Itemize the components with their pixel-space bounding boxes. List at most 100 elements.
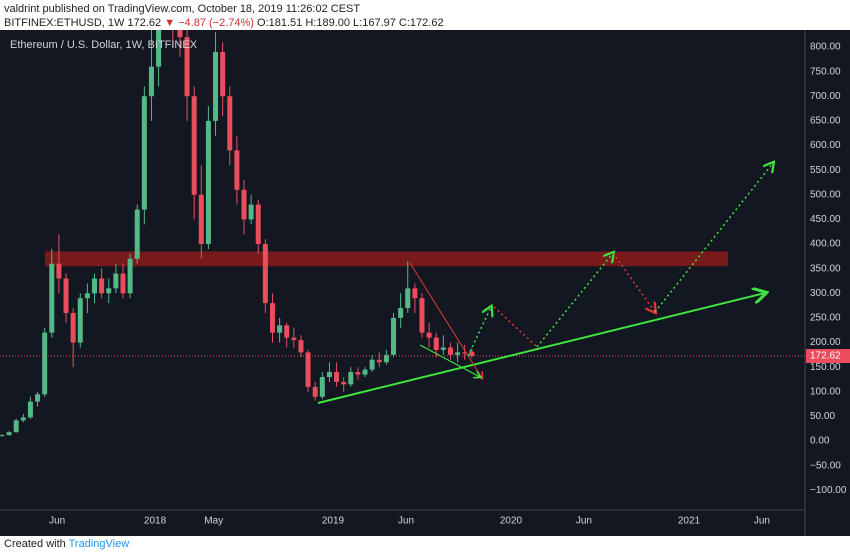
candle-body — [177, 30, 183, 38]
candle-body — [127, 258, 133, 294]
candle-body — [113, 273, 119, 289]
candle-body — [305, 352, 311, 387]
candle-body — [419, 298, 425, 333]
candle-body — [6, 432, 12, 436]
candle-body — [440, 347, 446, 350]
candle-body — [262, 244, 268, 304]
y-tick-label: 750.00 — [810, 66, 841, 77]
candle-body — [248, 204, 254, 220]
y-tick-label: 700.00 — [810, 91, 841, 102]
symbol-line: BITFINEX:ETHUSD, 1W 172.62 ▼ −4.87 (−2.7… — [4, 17, 444, 29]
x-tick-label: 2021 — [678, 516, 701, 527]
chart: Ethereum / U.S. Dollar, 1W, BITFINEX 800… — [0, 0, 850, 536]
y-tick-label: −50.00 — [810, 460, 841, 471]
publisher-text: valdrint published on TradingView.com, O… — [4, 3, 361, 15]
candle-body — [0, 435, 5, 437]
candle-body — [92, 278, 98, 294]
x-tick-label: Jun — [754, 516, 770, 527]
wedge-bottom — [419, 344, 480, 377]
y-tick-label: 100.00 — [810, 386, 841, 397]
ohlc: O:181.51 H:189.00 L:167.97 C:172.62 — [257, 17, 444, 29]
candle-body — [63, 278, 69, 313]
candle-body — [99, 278, 105, 294]
chart-title: Ethereum / U.S. Dollar, 1W, BITFINEX — [10, 39, 198, 51]
wedge-top — [409, 262, 482, 378]
candle-body — [284, 325, 290, 338]
candle-body — [383, 354, 389, 363]
projection-down — [612, 252, 655, 312]
candle-body — [234, 150, 240, 190]
candle-body — [220, 51, 226, 97]
candle-body — [241, 189, 247, 220]
candle-body — [369, 359, 375, 370]
candle-body — [405, 288, 411, 309]
y-tick-label: 250.00 — [810, 313, 841, 324]
candle-body — [462, 352, 468, 354]
y-tick-label: 450.00 — [810, 214, 841, 225]
x-tick-label: 2019 — [322, 516, 345, 527]
candle-body — [348, 372, 354, 385]
candle-body — [355, 372, 361, 375]
candle-body — [49, 263, 55, 333]
candle-body — [391, 317, 397, 355]
candle-body — [426, 332, 432, 338]
candle-body — [35, 394, 41, 402]
candle-body — [84, 293, 90, 299]
brand: TradingView — [68, 538, 130, 550]
background — [0, 30, 850, 536]
projection-up — [536, 253, 613, 348]
candle-body — [298, 340, 304, 353]
x-tick-label: Jun — [398, 516, 414, 527]
symbol: BITFINEX:ETHUSD, 1W — [4, 17, 125, 29]
last-price-label: 172.62 — [810, 351, 841, 362]
candle-body — [255, 204, 261, 245]
y-tick-label: 350.00 — [810, 263, 841, 274]
projection-up — [467, 307, 491, 357]
candle-body — [277, 325, 283, 333]
candle-body — [77, 298, 83, 343]
y-tick-label: 200.00 — [810, 337, 841, 348]
y-tick-label: 800.00 — [810, 42, 841, 53]
y-tick-label: 650.00 — [810, 116, 841, 127]
candle-body — [56, 263, 62, 279]
created: Created with — [4, 538, 66, 550]
y-tick-label: −100.00 — [810, 485, 847, 496]
candle-body — [412, 288, 418, 299]
candle-body — [134, 209, 140, 259]
candle-body — [341, 381, 347, 385]
candle-body — [141, 96, 147, 210]
candle-body — [156, 30, 162, 67]
candle-body — [447, 347, 453, 355]
y-tick-label: 600.00 — [810, 140, 841, 151]
candle-body — [13, 420, 19, 433]
candle-body — [291, 337, 297, 341]
candle-body — [20, 417, 26, 421]
candle-body — [362, 369, 368, 375]
publisher: valdrint published on TradingView.com, O… — [4, 3, 360, 15]
candle-body — [376, 359, 382, 363]
candle-body — [312, 386, 318, 397]
y-tick-label: 550.00 — [810, 165, 841, 176]
y-tick-label: 50.00 — [810, 411, 835, 422]
x-tick-label: Jun — [576, 516, 592, 527]
candle-body — [148, 66, 154, 97]
candle-body — [227, 96, 233, 151]
candle-body — [42, 332, 48, 395]
candle-body — [455, 352, 461, 355]
candle-body — [191, 96, 197, 195]
candle-body — [170, 0, 175, 13]
last: 172.62 — [127, 17, 162, 29]
y-tick-label: 500.00 — [810, 189, 841, 200]
candle-body — [106, 288, 112, 294]
candle-body — [269, 303, 275, 333]
candle-body — [205, 120, 211, 245]
x-tick-label: 2020 — [500, 516, 523, 527]
drawings — [317, 163, 773, 404]
candle-body — [70, 312, 76, 343]
x-tick-label: Jun — [49, 516, 65, 527]
candle-body — [398, 308, 404, 318]
resistance-zone — [45, 251, 728, 267]
projection-up — [654, 163, 773, 313]
footer: Created with TradingView — [4, 538, 129, 550]
